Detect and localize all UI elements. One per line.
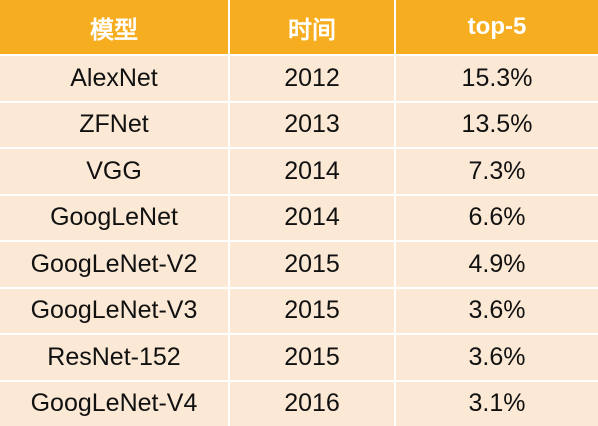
cell-model: GoogLeNet-V4 [0, 379, 230, 426]
table-row: AlexNet 2012 15.3% [0, 54, 598, 101]
cell-top5: 7.3% [396, 147, 598, 194]
header-row: 模型 时间 top-5 [0, 0, 598, 54]
header-top5: top-5 [396, 0, 598, 54]
table-row: VGG 2014 7.3% [0, 147, 598, 194]
cell-year: 2014 [230, 193, 396, 240]
cell-model: GoogLeNet [0, 193, 230, 240]
cell-model: AlexNet [0, 54, 230, 101]
cell-model: GoogLeNet-V2 [0, 240, 230, 287]
cell-model: ZFNet [0, 100, 230, 147]
cell-year: 2015 [230, 333, 396, 380]
cell-model: VGG [0, 147, 230, 194]
cell-year: 2014 [230, 147, 396, 194]
cell-top5: 3.6% [396, 286, 598, 333]
table-row: GoogLeNet 2014 6.6% [0, 193, 598, 240]
cell-model: ResNet-152 [0, 333, 230, 380]
table-header: 模型 时间 top-5 [0, 0, 598, 54]
cell-top5: 3.6% [396, 333, 598, 380]
cell-year: 2016 [230, 379, 396, 426]
cell-model: GoogLeNet-V3 [0, 286, 230, 333]
cell-top5: 13.5% [396, 100, 598, 147]
table-row: ZFNet 2013 13.5% [0, 100, 598, 147]
header-model: 模型 [0, 0, 230, 54]
cell-year: 2015 [230, 286, 396, 333]
table-row: GoogLeNet-V2 2015 4.9% [0, 240, 598, 287]
table-body: AlexNet 2012 15.3% ZFNet 2013 13.5% VGG … [0, 54, 598, 426]
cell-top5: 4.9% [396, 240, 598, 287]
cell-top5: 15.3% [396, 54, 598, 101]
cell-top5: 3.1% [396, 379, 598, 426]
cell-year: 2015 [230, 240, 396, 287]
table-row: ResNet-152 2015 3.6% [0, 333, 598, 380]
cell-year: 2013 [230, 100, 396, 147]
table-row: GoogLeNet-V3 2015 3.6% [0, 286, 598, 333]
cell-top5: 6.6% [396, 193, 598, 240]
cell-year: 2012 [230, 54, 396, 101]
header-year: 时间 [230, 0, 396, 54]
table-row: GoogLeNet-V4 2016 3.1% [0, 379, 598, 426]
